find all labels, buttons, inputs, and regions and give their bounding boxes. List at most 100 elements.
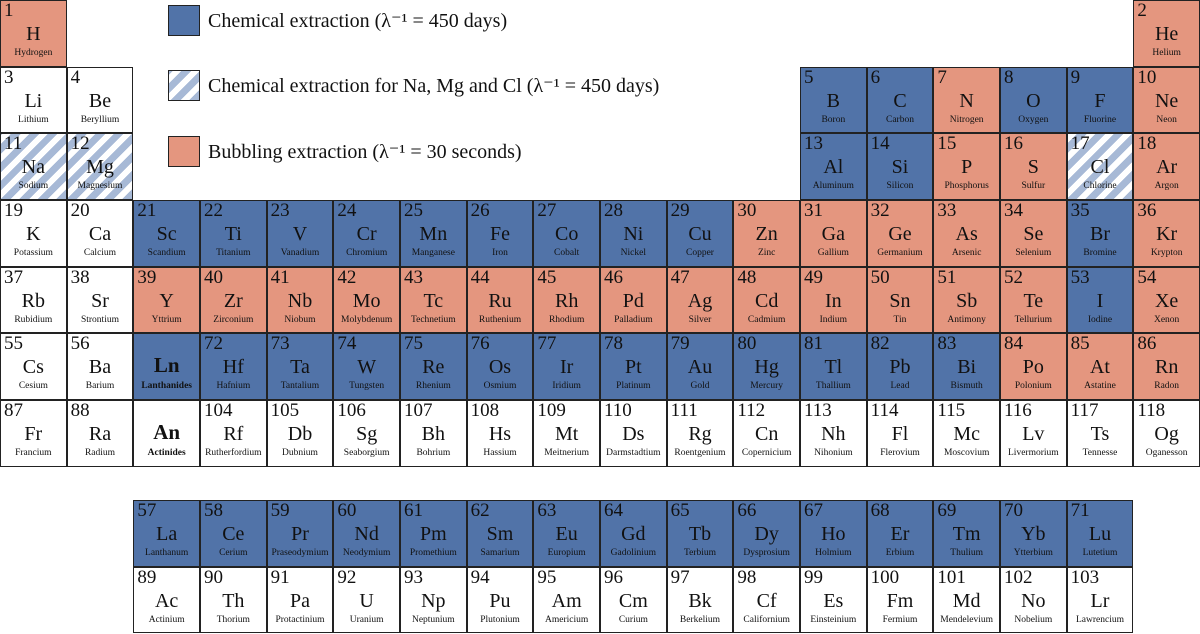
atomic-number: 42 [337,266,357,288]
element-name: Hafnium [216,381,251,392]
atomic-number: 106 [337,400,366,421]
element-symbol: In [824,289,842,312]
atomic-number: 55 [4,333,23,355]
element-symbol: Tl [824,356,843,379]
element-name: Chromium [346,248,388,258]
element-cell-ne: 10 Ne Neon [1133,66,1200,134]
element-name: Californium [743,614,790,625]
element-name: Tantalium [280,381,320,392]
element-name: Uranium [349,614,384,625]
element-name: Astatine [1084,381,1116,392]
atomic-number: 54 [1137,266,1157,288]
element-cell-li: 3 Li Lithium [0,66,67,134]
element-cell-k: 19 K Potassium [0,200,67,267]
element-name: Silicon [886,181,914,192]
atomic-number: 2 [1137,0,1147,21]
atomic-number: 76 [470,333,490,355]
atomic-number: 20 [70,200,90,221]
element-name: Americium [545,614,589,625]
element-name: Antimony [947,314,986,325]
atomic-number: 63 [537,500,557,521]
element-symbol: Cs [22,356,44,379]
atomic-number: 31 [804,200,823,221]
atomic-number: 69 [937,500,957,521]
element-name: Selenium [1015,248,1052,258]
atomic-number: 77 [537,333,557,355]
element-cell-ru: 44 Ru Ruthenium [466,266,534,334]
element-cell-fm: 100 Fm Fermium [866,566,934,634]
element-name: Helium [1152,48,1181,58]
element-name: Tennesse [1082,448,1118,458]
element-name: Iron [492,248,508,258]
element-symbol: B [826,89,840,112]
element-symbol: Ag [687,289,713,312]
atomic-number: 100 [870,566,900,588]
atomic-number: 114 [870,400,899,421]
element-symbol: V [292,223,308,245]
element-symbol: Ds [622,423,645,445]
atomic-number: 6 [870,66,881,88]
element-cell-xe: 54 Xe Xenon [1133,266,1200,334]
element-name: Protactinium [275,614,325,625]
element-symbol: Mo [352,289,381,312]
element-cell-ar: 18 Ar Argon [1133,133,1200,200]
element-name: Indium [819,314,848,325]
element-name: Fermium [882,614,918,625]
element-symbol: Tm [952,523,981,545]
element-symbol: Al [823,156,844,179]
element-symbol: Tb [688,523,712,545]
element-name: Argon [1154,181,1179,192]
element-cell-th: 90 Th Thorium [200,566,267,634]
element-name: Carbon [886,114,914,125]
atomic-number: 50 [870,266,890,288]
element-name: Strontium [80,314,119,325]
element-symbol: Xe [1154,289,1179,312]
element-name: Hydrogen [14,48,53,58]
element-cell-te: 52 Te Tellurium [1000,266,1067,334]
element-cell-mn: 25 Mn Manganese [400,200,467,267]
legend-item: Chemical extraction for Na, Mg and Cl (λ… [168,70,659,101]
element-symbol: Hs [488,423,512,445]
atomic-number: 32 [870,200,890,221]
element-name: Mendelevium [940,614,994,625]
element-name: Palladium [614,314,653,325]
element-symbol: No [1021,589,1046,612]
element-symbol: Pu [489,589,511,612]
element-cell-lv: 116 Lv Livermorium [1000,400,1067,467]
element-symbol: Er [890,523,910,545]
element-symbol: Sr [91,289,109,312]
element-name: Moscovium [943,448,990,458]
element-symbol: Es [823,589,844,612]
element-symbol: Y [159,289,174,312]
atomic-number: 96 [604,566,623,588]
element-cell-lr: 103 Lr Lawrencium [1066,566,1134,634]
atomic-number: 40 [204,266,223,288]
element-name: Iodine [1087,314,1113,325]
element-name: Radon [1154,381,1180,392]
element-name: Manganese [411,248,455,258]
atomic-number: 64 [604,500,623,521]
element-symbol: Ir [559,356,574,379]
element-name: Tungsten [349,381,385,392]
element-symbol: Cf [756,589,777,612]
atomic-number: 61 [404,500,423,521]
legend-item: Chemical extraction (λ⁻¹ = 450 days) [168,5,507,36]
element-cell-he: 2 He Helium [1133,0,1200,67]
element-symbol: Pt [624,356,642,379]
element-symbol: Bi [957,356,977,379]
legend-label: Chemical extraction (λ⁻¹ = 450 days) [208,10,508,32]
atomic-number: 83 [937,333,957,355]
element-name: Gold [690,381,710,392]
element-name: Darmstadtium [606,448,661,458]
element-symbol: Ni [623,223,644,245]
element-cell-np: 93 Np Neptunium [400,566,467,634]
element-name: Lead [890,381,910,392]
element-name: Curium [618,614,648,625]
atomic-number: 98 [737,566,757,588]
element-cell-ag: 47 Ag Silver [666,266,734,334]
atomic-number: 101 [937,566,966,588]
element-symbol: Fe [489,223,510,245]
element-name: Aluminum [812,181,854,192]
element-name: Tin [893,314,907,325]
element-name: Rhodium [548,314,585,325]
